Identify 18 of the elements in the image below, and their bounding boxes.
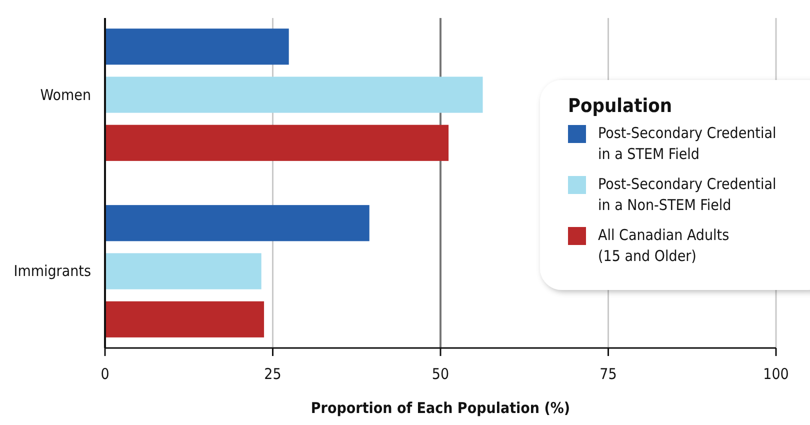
- legend-label: Post-Secondary Credential in a Non-STEM Field: [598, 175, 776, 214]
- legend-label: All Canadian Adults (15 and Older): [598, 226, 730, 265]
- bar: [105, 205, 370, 242]
- bar: [105, 76, 483, 113]
- bar: [105, 253, 262, 290]
- x-axis-title: Proportion of Each Population (%): [310, 399, 570, 417]
- bar: [105, 124, 449, 161]
- legend-title: Population: [568, 95, 672, 117]
- legend-label: Post-Secondary Credential in a STEM Field: [598, 124, 776, 163]
- y-tick-label: Immigrants: [14, 262, 91, 280]
- x-tick-label: 100: [763, 365, 789, 383]
- y-tick-label: Women: [40, 86, 91, 104]
- x-tick-label: 0: [100, 365, 110, 383]
- bar: [105, 301, 264, 338]
- x-tick-label: 75: [600, 365, 617, 383]
- x-tick-label: 25: [264, 365, 282, 383]
- x-tick-label: 50: [432, 365, 450, 383]
- bar: [105, 28, 289, 65]
